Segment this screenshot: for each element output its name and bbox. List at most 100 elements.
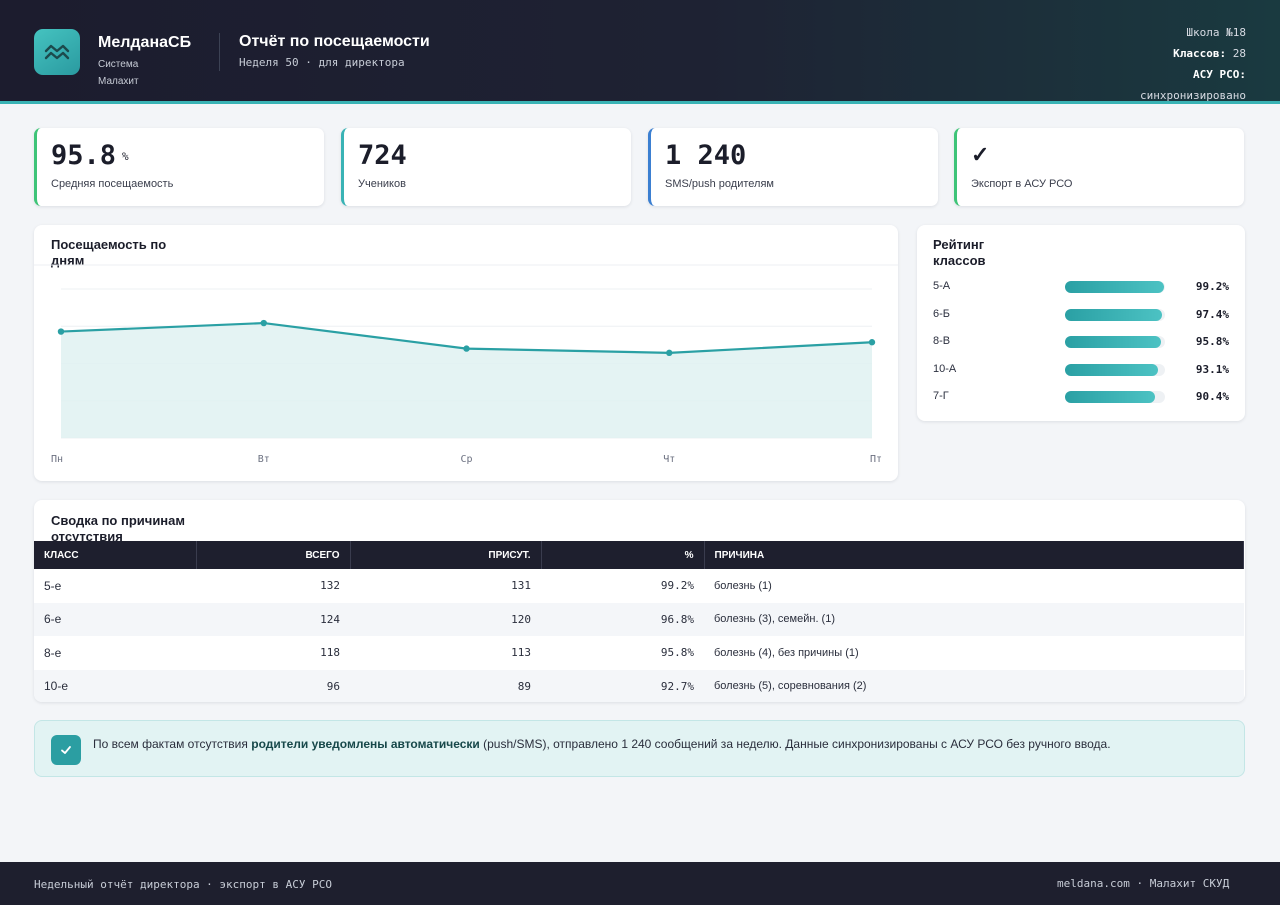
chart-point bbox=[57, 328, 65, 335]
school-name: Школа №18 bbox=[1186, 26, 1246, 39]
ranking-bar-fill bbox=[1065, 336, 1161, 348]
classes-value: 28 bbox=[1232, 47, 1246, 60]
ranking-class-name: 5-А bbox=[933, 280, 951, 292]
chart-point bbox=[868, 339, 876, 346]
cell-present: 89 bbox=[350, 669, 541, 702]
chart-x-tick-label: Пн bbox=[51, 454, 63, 465]
header-meta: Школа №18 Классов: 28 АСУ РСО: синхронизи… bbox=[1046, 22, 1246, 106]
kpi-label: Учеников bbox=[358, 178, 406, 190]
kpi-value: 95.8% bbox=[51, 140, 129, 171]
cell-present: 113 bbox=[511, 646, 531, 660]
ranking-bar-fill bbox=[1065, 308, 1163, 321]
ranking-row: 6-Б 97.4% bbox=[933, 305, 1229, 325]
kpi-label: SMS/push родителям bbox=[665, 178, 774, 190]
ranking-percent: 97.4% bbox=[1195, 307, 1229, 321]
cell-class: 6-е bbox=[34, 602, 196, 636]
cell-class: 5-е bbox=[44, 578, 62, 593]
cell-percent: 99.2% bbox=[660, 579, 694, 593]
ranking-percent: 93.1% bbox=[1195, 362, 1229, 376]
kpi-label: Средняя посещаемость bbox=[51, 178, 174, 190]
chart-point bbox=[260, 319, 267, 327]
ranking-percent: 95.8% bbox=[1195, 335, 1229, 348]
footer-right-text: meldana.com · Малахит СКУД bbox=[1057, 877, 1230, 890]
ranking-class-name: 7-Г bbox=[933, 390, 949, 402]
chart-x-tick-label: Чт bbox=[663, 454, 675, 465]
column-header-present: ПРИСУТ. bbox=[350, 541, 542, 569]
attendance-chart: Пн Вт Ср Чт Пт bbox=[34, 264, 898, 465]
ranking-bar-track bbox=[1065, 363, 1165, 376]
class-ranking-panel: Рейтинг классов 5-А 99.2% 6-Б 97.4% 8-В 95.8%… bbox=[917, 225, 1245, 421]
classes-label: Классов: bbox=[1173, 47, 1227, 60]
kpi-card-students: 724 Учеников bbox=[341, 128, 631, 206]
panel-title: Рейтинг классов bbox=[933, 237, 986, 268]
ranking-row: 8-В 95.8% bbox=[933, 332, 1229, 352]
ranking-bar-fill bbox=[1065, 391, 1156, 403]
cell-reason: болезнь (5), соревнования (2) bbox=[704, 669, 1244, 702]
asu-value: синхронизировано bbox=[1140, 89, 1246, 102]
ranking-bar-fill bbox=[1065, 363, 1159, 376]
chart-point bbox=[463, 345, 470, 352]
column-header-percent: % bbox=[541, 541, 705, 569]
check-icon bbox=[51, 735, 81, 765]
asu-label: АСУ РСО: bbox=[1193, 68, 1246, 81]
kpi-value: 1 240 bbox=[665, 140, 747, 171]
cell-total: 124 bbox=[196, 602, 350, 636]
panel-title: Сводка по причинам отсутствия bbox=[51, 513, 186, 544]
cell-reason: болезнь (3), семейн. (1) bbox=[704, 602, 1244, 636]
cell-percent: 96.8% bbox=[541, 602, 704, 636]
kpi-card-attendance: 95.8% Средняя посещаемость bbox=[34, 128, 324, 206]
kpi-unit: % bbox=[122, 150, 129, 163]
cell-total: 96 bbox=[196, 669, 350, 702]
notice-text: По всем фактам отсутствия родители уведо… bbox=[93, 737, 1111, 751]
kpi-value: 724 bbox=[358, 140, 407, 171]
table-row: 6-е 124 120 96.8% болезнь (3), семейн. (1) bbox=[34, 602, 1244, 636]
kpi-card-notifications: 1 240 SMS/push родителям bbox=[648, 128, 938, 206]
table-row: 5-е 132 131 99.2% болезнь (1) bbox=[34, 569, 1244, 603]
table-row: 8-е 118 113 95.8% болезнь (4), без причины (… bbox=[34, 636, 1244, 670]
header-divider bbox=[219, 33, 220, 71]
page-title: Отчёт по посещаемости bbox=[239, 33, 430, 50]
panel-title: Посещаемость по дням bbox=[51, 237, 167, 268]
asu-status: АСУ РСО: синхронизировано bbox=[1046, 64, 1246, 106]
app-header: МелданаСБ Система Малахит Отчёт по посещ… bbox=[0, 0, 1280, 104]
daily-attendance-panel: Посещаемость по дням Пн Вт Ср Чт Пт bbox=[34, 225, 898, 481]
ranking-row: 5-А 99.2% bbox=[933, 277, 1229, 297]
brand-name: МелданаСБ bbox=[98, 34, 192, 51]
ranking-class-name: 10-А bbox=[933, 362, 957, 375]
ranking-row: 10-А 93.1% bbox=[933, 360, 1229, 380]
cell-class: 10-е bbox=[34, 669, 196, 702]
kpi-card-export: ✓ Экспорт в АСУ РСО bbox=[954, 128, 1244, 206]
notification-banner: По всем фактам отсутствия родители уведо… bbox=[34, 720, 1245, 777]
cell-percent: 92.7% bbox=[541, 669, 704, 702]
summary-table: КЛАСС ВСЕГО ПРИСУТ. % ПРИЧИНА 5-е 132 131 9… bbox=[34, 541, 1244, 702]
cell-present: 131 bbox=[511, 579, 531, 593]
check-icon: ✓ bbox=[971, 142, 990, 167]
column-header-class: КЛАСС bbox=[34, 541, 197, 569]
cell-present: 120 bbox=[350, 602, 541, 636]
cell-reason: болезнь (1) bbox=[714, 579, 772, 592]
ranking-class-name: 6-Б bbox=[933, 307, 950, 320]
cell-percent: 95.8% bbox=[660, 646, 694, 660]
ranking-bar-fill bbox=[1065, 281, 1165, 293]
ranking-bar-track bbox=[1065, 391, 1165, 403]
footer-left-text: Недельный отчёт директора · экспорт в АС… bbox=[34, 878, 333, 891]
brand-subtitle: Система Малахит bbox=[98, 59, 139, 87]
ranking-class-name: 8-В bbox=[933, 335, 951, 347]
cell-reason: болезнь (4), без причины (1) bbox=[714, 646, 859, 659]
column-header-reason: ПРИЧИНА bbox=[704, 541, 1244, 569]
ranking-percent: 99.2% bbox=[1195, 280, 1229, 293]
chart-x-tick-label: Вт bbox=[258, 454, 270, 465]
absence-summary-panel: Сводка по причинам отсутствия КЛАСС ВСЕГ… bbox=[34, 500, 1245, 702]
chart-x-tick-label: Ср bbox=[460, 454, 472, 465]
logo-icon bbox=[34, 29, 80, 75]
chart-area bbox=[61, 323, 872, 438]
ranking-bar-track bbox=[1065, 308, 1165, 321]
cell-class: 8-е bbox=[44, 645, 62, 660]
chart-point bbox=[666, 349, 673, 357]
ranking-row: 7-Г 90.4% bbox=[933, 387, 1229, 407]
chart-x-tick-label: Пт bbox=[870, 454, 882, 465]
ranking-bar-track bbox=[1065, 281, 1165, 293]
table-row: 10-е 96 89 92.7% болезнь (5), соревнования (… bbox=[34, 669, 1244, 702]
kpi-label: Экспорт в АСУ РСО bbox=[971, 178, 1073, 190]
cell-total: 118 bbox=[320, 646, 340, 660]
